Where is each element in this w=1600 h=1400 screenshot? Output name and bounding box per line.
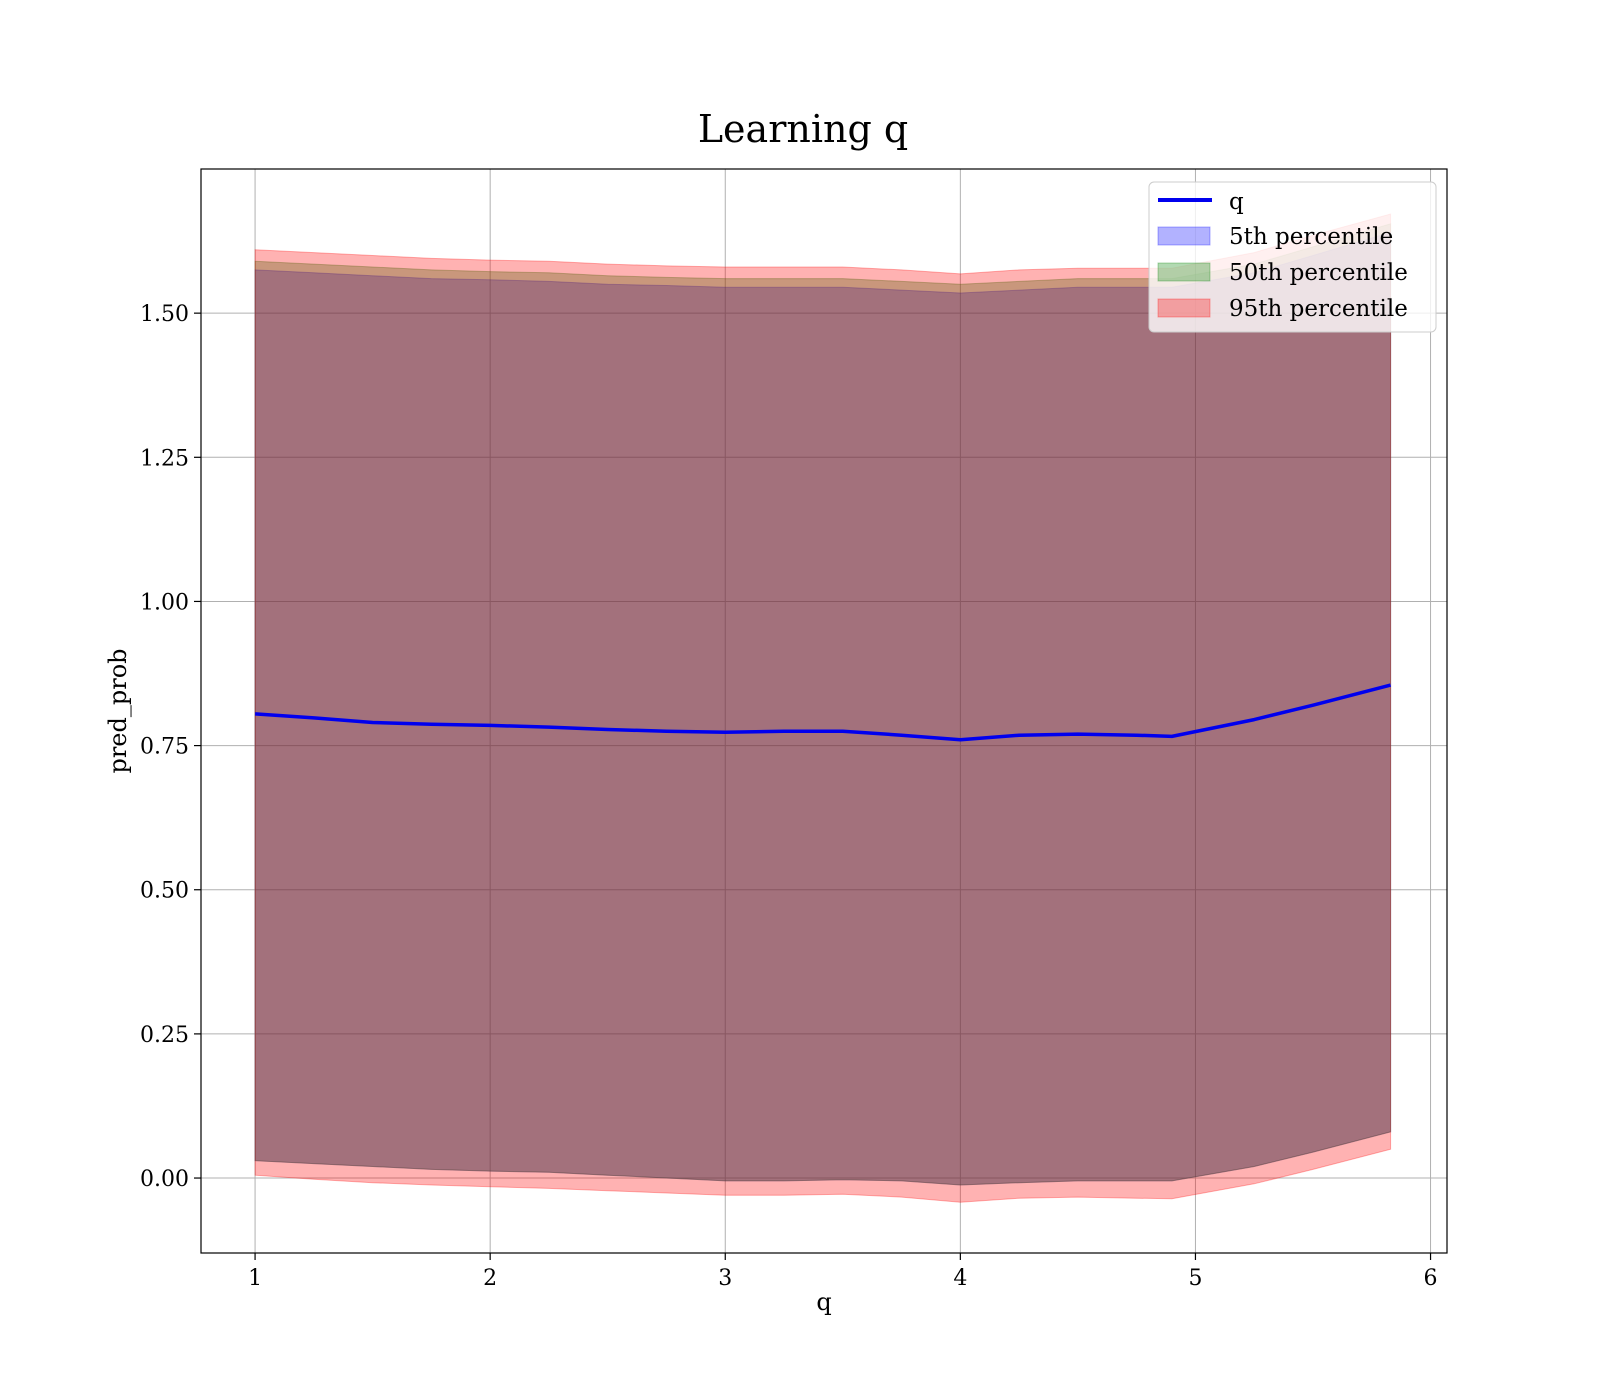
legend-box [1148,181,1437,333]
legend-swatch-50th [1157,262,1211,282]
chart-title: Learning q [698,107,908,151]
plot-background [201,169,1447,1253]
grid [201,169,1447,1253]
y-axis-ticks: 0.00 0.25 0.50 0.75 1.00 1.25 1.50 [140,302,201,1192]
percentile-bands [254,213,1392,1203]
y-tick-label: 1.25 [140,446,189,471]
x-tick-label: 3 [718,1266,732,1291]
y-tick-label: 0.25 [140,1023,189,1048]
legend-label-q: q [1229,189,1244,215]
y-axis-label: pred_prob [104,648,132,773]
y-tick-label: 1.00 [140,590,189,615]
band-5th-percentile [254,231,1392,1186]
y-tick-label: 0.50 [140,879,189,904]
legend-label-5th: 5th percentile [1229,224,1393,250]
x-tick-label: 1 [248,1266,262,1291]
x-tick-label: 4 [953,1266,967,1291]
y-tick-label: 1.50 [140,302,189,327]
legend: q 5th percentile 50th percentile 95th pe… [1148,181,1437,333]
x-tick-label: 2 [483,1266,497,1291]
band-95th-percentile [254,213,1392,1203]
legend-label-95th: 95th percentile [1229,296,1408,322]
legend-label-50th: 50th percentile [1229,260,1408,286]
legend-swatch-95th [1157,298,1211,318]
legend-swatch-5th [1157,226,1211,246]
y-tick-label: 0.00 [140,1167,189,1192]
x-tick-label: 6 [1424,1266,1438,1291]
x-axis-label: q [816,1288,831,1316]
band-50th-percentile [254,223,1392,1186]
x-tick-label: 5 [1188,1266,1202,1291]
q-series [254,683,1392,742]
plot-frame [200,168,1448,1254]
y-tick-label: 0.75 [140,735,189,760]
q-line [254,683,1392,742]
x-axis-ticks: 1 2 3 4 5 6 [248,1253,1438,1291]
plot-area [201,169,1447,1253]
